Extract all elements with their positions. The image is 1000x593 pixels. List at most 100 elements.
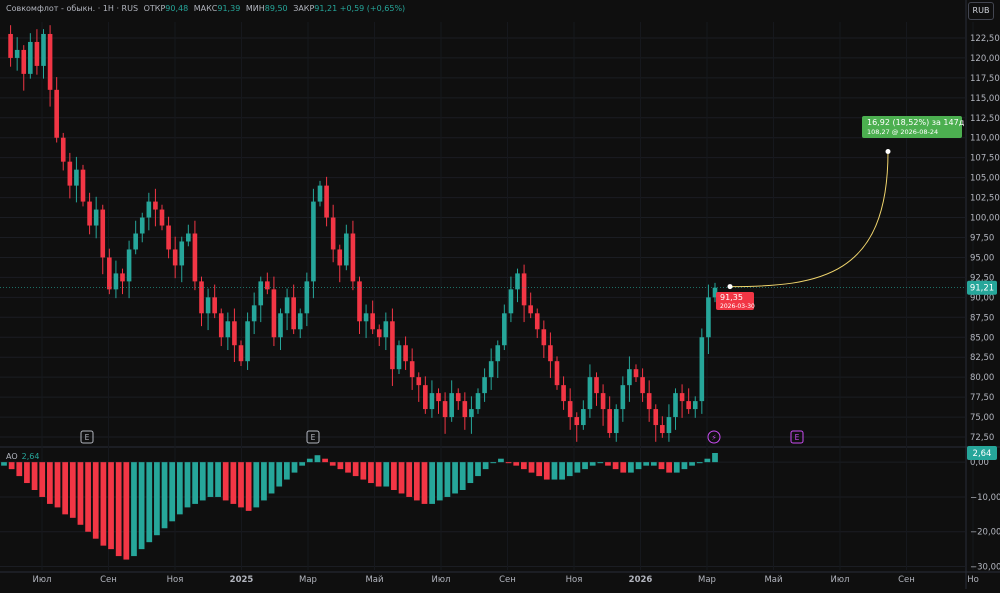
symbol-legend: Совкомфлот - обыкн. · 1Н · RUS ОТКР90,48… bbox=[6, 4, 405, 13]
ao-bar bbox=[329, 462, 336, 466]
candle-body bbox=[613, 409, 619, 434]
candle-body bbox=[357, 281, 362, 322]
earnings-event-icon bbox=[306, 430, 320, 444]
candle-body bbox=[627, 369, 632, 386]
candle-body bbox=[107, 257, 112, 290]
ao-bar bbox=[566, 462, 573, 477]
candle-body bbox=[429, 393, 435, 410]
price-tick-label: 117,50 bbox=[970, 74, 1000, 84]
time-tick-label: Сен bbox=[898, 575, 915, 585]
price-tick-label: 105,00 bbox=[970, 174, 1000, 184]
ao-bar bbox=[62, 462, 69, 515]
price-tick-label: 92,50 bbox=[970, 273, 994, 283]
close-value: 91,21 bbox=[314, 4, 338, 13]
candle-body bbox=[706, 297, 711, 338]
change-value: +0,59 (+0,65%) bbox=[339, 4, 406, 13]
time-tick-label: Май bbox=[365, 575, 383, 585]
candle-body bbox=[620, 385, 626, 410]
ao-bar bbox=[154, 462, 160, 536]
ao-bar bbox=[498, 458, 504, 463]
ao-bar bbox=[131, 462, 137, 557]
candle-body bbox=[548, 345, 553, 362]
candle-body bbox=[370, 313, 375, 330]
candle-body bbox=[534, 313, 540, 330]
ao-bar bbox=[528, 462, 535, 473]
symbol-name: Совкомфлот - обыкн. · 1Н · RUS bbox=[6, 4, 139, 13]
ao-bar bbox=[704, 458, 711, 463]
candle-body bbox=[41, 33, 46, 66]
earnings-event-icon bbox=[80, 430, 94, 444]
candle-body bbox=[699, 337, 705, 402]
ao-bar bbox=[391, 462, 397, 490]
ao-bar bbox=[658, 462, 665, 470]
candle-body bbox=[409, 361, 415, 378]
ao-bar bbox=[475, 462, 481, 477]
candle-body bbox=[390, 321, 395, 370]
candle-body bbox=[80, 169, 86, 202]
candle-body bbox=[218, 313, 224, 338]
candle-body bbox=[488, 361, 494, 378]
candle-body bbox=[403, 345, 408, 362]
ao-bar bbox=[436, 462, 443, 501]
candle-body bbox=[666, 417, 672, 434]
candle-body bbox=[646, 393, 652, 410]
forecast-curve bbox=[729, 151, 889, 288]
candle-body bbox=[673, 393, 678, 418]
ao-bar bbox=[245, 462, 252, 511]
ao-bar bbox=[337, 462, 344, 470]
candle-body bbox=[712, 287, 718, 298]
ao-bar bbox=[521, 462, 527, 470]
currency-button[interactable]: RUB bbox=[968, 2, 994, 20]
candle-body bbox=[87, 201, 92, 226]
ao-tick-label: 0,00 bbox=[970, 458, 989, 468]
price-tick-label: 72,50 bbox=[970, 433, 994, 443]
ao-bar bbox=[696, 462, 703, 464]
candle-body bbox=[34, 41, 40, 66]
forecast-label-subtext: 108,27 @ 2026-08-24 bbox=[867, 128, 938, 136]
candle-body bbox=[271, 289, 277, 338]
price-tick-label: 82,50 bbox=[970, 353, 994, 363]
candle-body bbox=[350, 233, 356, 282]
candle-body bbox=[330, 217, 336, 250]
time-tick-label: Ноя bbox=[566, 575, 583, 585]
candle-body bbox=[633, 369, 639, 378]
candle-body bbox=[495, 345, 501, 362]
ao-bar bbox=[681, 462, 688, 470]
split-event-icon-glyph: ⚡ bbox=[711, 433, 716, 442]
candle-body bbox=[660, 425, 665, 434]
ao-bar bbox=[77, 462, 84, 525]
price-tick-label: 107,50 bbox=[970, 154, 1000, 164]
ao-bar bbox=[467, 462, 474, 484]
ao-bar bbox=[429, 462, 435, 504]
candle-body bbox=[47, 33, 53, 90]
ao-bar bbox=[322, 458, 328, 463]
candle-body bbox=[541, 329, 547, 346]
candle-body bbox=[238, 345, 244, 362]
candle-body bbox=[363, 313, 369, 322]
candle-body bbox=[139, 217, 145, 234]
candle-body bbox=[179, 241, 185, 266]
ao-bar bbox=[39, 462, 46, 497]
ao-label: AO bbox=[6, 452, 18, 461]
price-tick-label: 102,50 bbox=[970, 194, 1000, 204]
ao-bar bbox=[222, 462, 229, 501]
candle-body bbox=[133, 233, 138, 250]
low-value: 89,50 bbox=[264, 4, 288, 13]
high-label: МАКС bbox=[193, 4, 218, 13]
time-tick-label: 2026 bbox=[629, 575, 653, 585]
ao-bar bbox=[54, 462, 61, 508]
ao-bar bbox=[689, 462, 695, 466]
candle-body bbox=[521, 273, 527, 306]
candle-body bbox=[475, 393, 481, 410]
candle-body bbox=[199, 281, 204, 314]
candle-body bbox=[153, 201, 158, 210]
candle-body bbox=[482, 377, 487, 394]
candle-body bbox=[469, 409, 474, 418]
candle-body bbox=[376, 329, 382, 338]
candle-body bbox=[8, 33, 13, 58]
ao-bar bbox=[360, 462, 367, 480]
ao-bar bbox=[207, 462, 214, 497]
price-tick-label: 120,00 bbox=[970, 54, 1000, 64]
